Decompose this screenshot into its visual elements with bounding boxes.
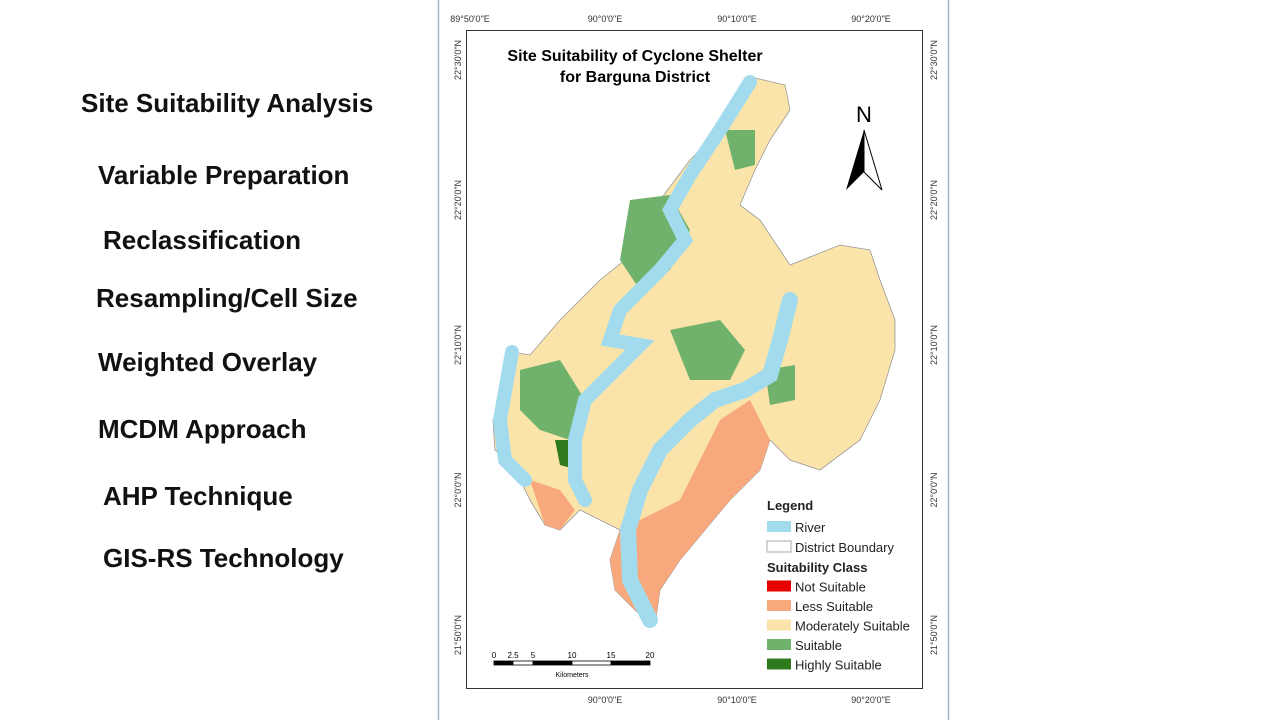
- list-item: AHP Technique: [103, 481, 293, 511]
- list-item: MCDM Approach: [98, 414, 307, 444]
- scale-bar: 0 2.5 5 10 15 20 Kilometers: [492, 651, 655, 679]
- list-item: Variable Preparation: [98, 160, 350, 190]
- scale-tick: 15: [607, 651, 616, 660]
- list-item: Reclassification: [103, 225, 301, 255]
- scale-segment: [512, 660, 534, 666]
- scale-segment: [493, 660, 514, 666]
- bottom-coord: 90°0'0"E: [588, 695, 623, 705]
- list-item: Weighted Overlay: [98, 347, 318, 377]
- north-arrow-right: [863, 129, 883, 191]
- river: [619, 292, 798, 628]
- legend-label: Moderately Suitable: [795, 619, 910, 634]
- right-coord: 22°30'0"N: [929, 40, 939, 80]
- legend-swatch: [767, 521, 791, 532]
- list-item: Site Suitability Analysis: [81, 88, 374, 118]
- top-coord: 90°20'0"E: [851, 14, 891, 24]
- legend-swatch: [766, 540, 792, 553]
- scale-segment: [610, 660, 651, 666]
- left-coord: 22°10'0"N: [453, 325, 463, 365]
- top-coord: 89°50'0"E: [450, 14, 490, 24]
- scale-tick: 10: [568, 651, 577, 660]
- legend-swatch: [767, 639, 791, 650]
- bottom-coord: 90°10'0"E: [717, 695, 757, 705]
- bottom-coord: 90°20'0"E: [851, 695, 891, 705]
- legend-label: Not Suitable: [795, 580, 866, 595]
- scale-tick: 0: [492, 651, 497, 660]
- less-suitable-zone: [530, 480, 575, 530]
- rivers: [492, 75, 798, 628]
- legend-swatch: [767, 658, 791, 670]
- coordinate-labels: 89°50'0"E 90°0'0"E 90°10'0"E 90°20'0"E 90°0'…: [450, 14, 939, 705]
- suitable-zone: [670, 320, 745, 380]
- legend-label: Highly Suitable: [795, 658, 882, 673]
- map-title: Site Suitability of Cyclone Shelter: [507, 48, 762, 65]
- suitable-zone: [520, 360, 585, 440]
- north-arrow: N: [846, 102, 883, 191]
- legend-label: River: [795, 520, 826, 535]
- scale-segment: [532, 660, 573, 666]
- legend-swatch: [767, 619, 791, 631]
- scale-tick: 2.5: [507, 651, 519, 660]
- scale-segment: [571, 660, 612, 666]
- legend-title: Legend: [767, 498, 813, 513]
- north-label: N: [856, 102, 872, 127]
- list-item: Resampling/Cell Size: [96, 283, 358, 313]
- legend-swatch: [767, 600, 791, 611]
- suitable-zone: [725, 130, 755, 170]
- legend-label: Less Suitable: [795, 599, 873, 614]
- legend: Legend River District Boundary Suitability …: [766, 498, 910, 673]
- river: [492, 345, 532, 487]
- left-coord: 22°20'0"N: [453, 180, 463, 220]
- right-coord: 21°50'0"N: [929, 615, 939, 655]
- list-item: GIS-RS Technology: [103, 543, 344, 573]
- map-title: for Barguna District: [560, 69, 711, 86]
- right-coord: 22°0'0"N: [929, 472, 939, 507]
- north-arrow-left: [846, 130, 864, 190]
- left-coord: 22°0'0"N: [453, 472, 463, 507]
- legend-label: District Boundary: [795, 540, 894, 555]
- scale-tick: 5: [531, 651, 536, 660]
- left-coord: 21°50'0"N: [453, 615, 463, 655]
- scale-tick: 20: [646, 651, 655, 660]
- less-suitable-zone: [610, 400, 770, 625]
- top-coord: 90°0'0"E: [588, 14, 623, 24]
- right-coord: 22°10'0"N: [929, 325, 939, 365]
- legend-swatch: [767, 580, 791, 592]
- scale-unit: Kilometers: [555, 672, 589, 679]
- left-coord: 22°30'0"N: [453, 40, 463, 80]
- top-coord: 90°10'0"E: [717, 14, 757, 24]
- legend-class-title: Suitability Class: [767, 560, 867, 575]
- right-coord: 22°20'0"N: [929, 180, 939, 220]
- river: [568, 75, 757, 507]
- legend-label: Suitable: [795, 638, 842, 653]
